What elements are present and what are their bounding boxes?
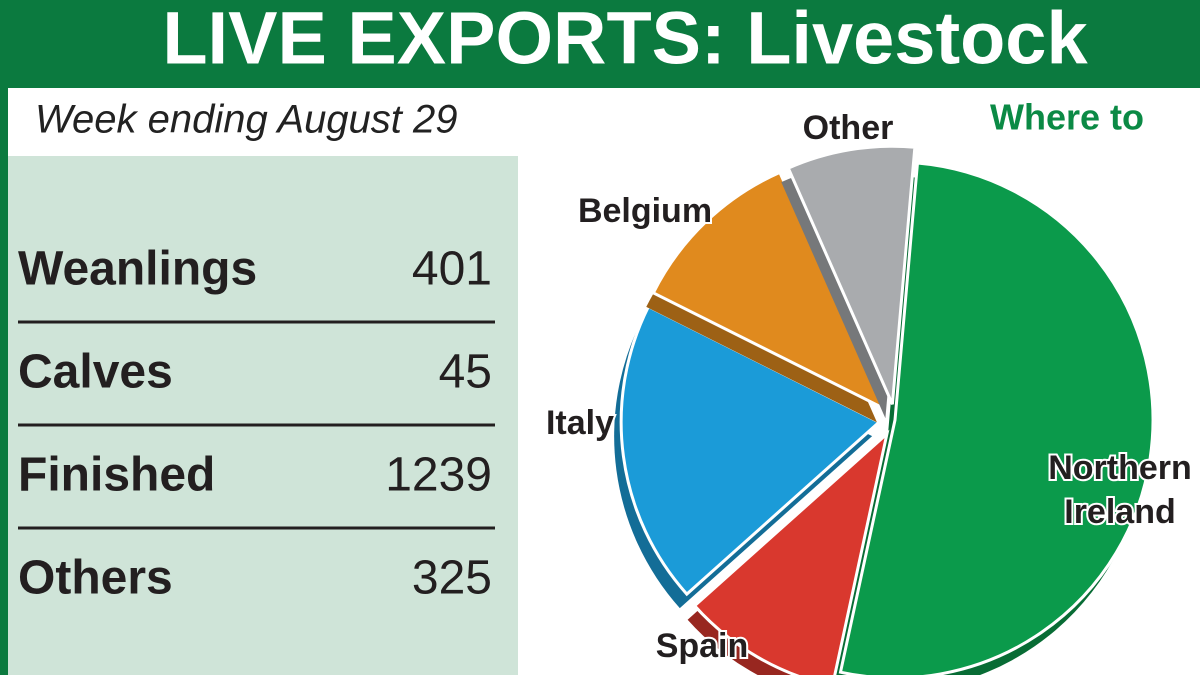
row-value: 1239: [385, 449, 492, 502]
header-title: LIVE EXPORTS: Livestock: [162, 0, 1088, 80]
table: Weanlings 401 Calves 45 Finished 1239 Others 32…: [18, 243, 495, 605]
row-label: Others: [18, 552, 173, 605]
slice-label: Belgium: [578, 192, 712, 230]
slice: [838, 161, 1155, 675]
slice: [651, 170, 888, 412]
left-border: [0, 88, 8, 675]
slice: [692, 429, 890, 675]
row-value: 325: [412, 552, 492, 605]
header-band: [0, 0, 1200, 88]
table-panel: [8, 156, 518, 675]
pie-chart: Northern Ireland Spain Italy Belgium Other: [544, 107, 1194, 675]
slice: [619, 304, 882, 597]
row-label: Weanlings: [18, 243, 257, 296]
chart-title: Where to: [990, 97, 1144, 138]
slice-label: Italy: [546, 404, 614, 442]
row-label: Finished: [18, 449, 215, 502]
slice: [786, 144, 917, 405]
slice-label: Other: [803, 109, 894, 147]
slice-label: Northern Ireland: [1048, 449, 1192, 531]
row-value: 45: [439, 346, 492, 399]
table-subtitle: Week ending August 29: [35, 98, 458, 142]
slice-label: Spain: [656, 627, 749, 665]
row-value: 401: [412, 243, 492, 296]
row-label: Calves: [18, 346, 173, 399]
